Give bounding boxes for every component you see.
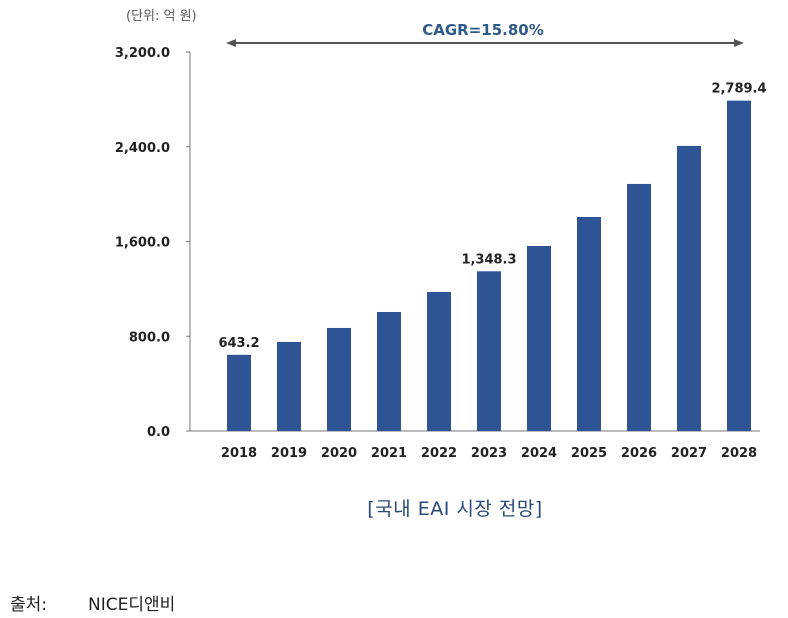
y-tick-label: 1,600.0	[115, 236, 170, 251]
data-label: 2,789.4	[711, 82, 766, 97]
x-tick-label: 2026	[621, 446, 657, 461]
x-tick-label: 2024	[521, 446, 557, 461]
source-label: 출처:	[10, 595, 48, 615]
x-tick-label: 2018	[221, 446, 257, 461]
cagr-annotation: CAGR=15.80%	[422, 21, 544, 39]
x-tick-label: 2023	[471, 446, 507, 461]
unit-label: (단위: 억 원)	[126, 9, 197, 24]
x-tick-label: 2019	[271, 446, 307, 461]
bar-2028	[727, 100, 751, 432]
bar-2019	[277, 341, 301, 431]
y-tick-label: 800.0	[129, 330, 170, 345]
source-value: NICE디앤비	[88, 595, 176, 615]
bar-2021	[377, 311, 401, 431]
data-label: 1,348.3	[461, 252, 516, 267]
bar-2024	[527, 246, 551, 431]
bar-2022	[427, 291, 451, 431]
cagr-arrow	[226, 39, 744, 47]
bar-2018	[227, 354, 251, 431]
bar-2026	[627, 183, 651, 431]
chart-caption: [국내 EAI 시장 전망]	[367, 498, 543, 520]
bar-2023	[477, 271, 501, 431]
x-tick-label: 2021	[371, 446, 407, 461]
x-tick-label: 2022	[421, 446, 457, 461]
y-tick-label: 2,400.0	[115, 141, 170, 156]
y-tick-label: 3,200.0	[115, 46, 170, 61]
x-tick-label: 2025	[571, 446, 607, 461]
x-tick-label: 2020	[321, 446, 357, 461]
y-tick-label: 0.0	[147, 425, 170, 440]
bar-2025	[577, 216, 601, 431]
x-tick-label: 2028	[721, 446, 757, 461]
data-label: 643.2	[218, 336, 259, 351]
bar-2020	[327, 327, 351, 431]
x-tick-label: 2027	[671, 446, 707, 461]
bar-2027	[677, 145, 701, 431]
